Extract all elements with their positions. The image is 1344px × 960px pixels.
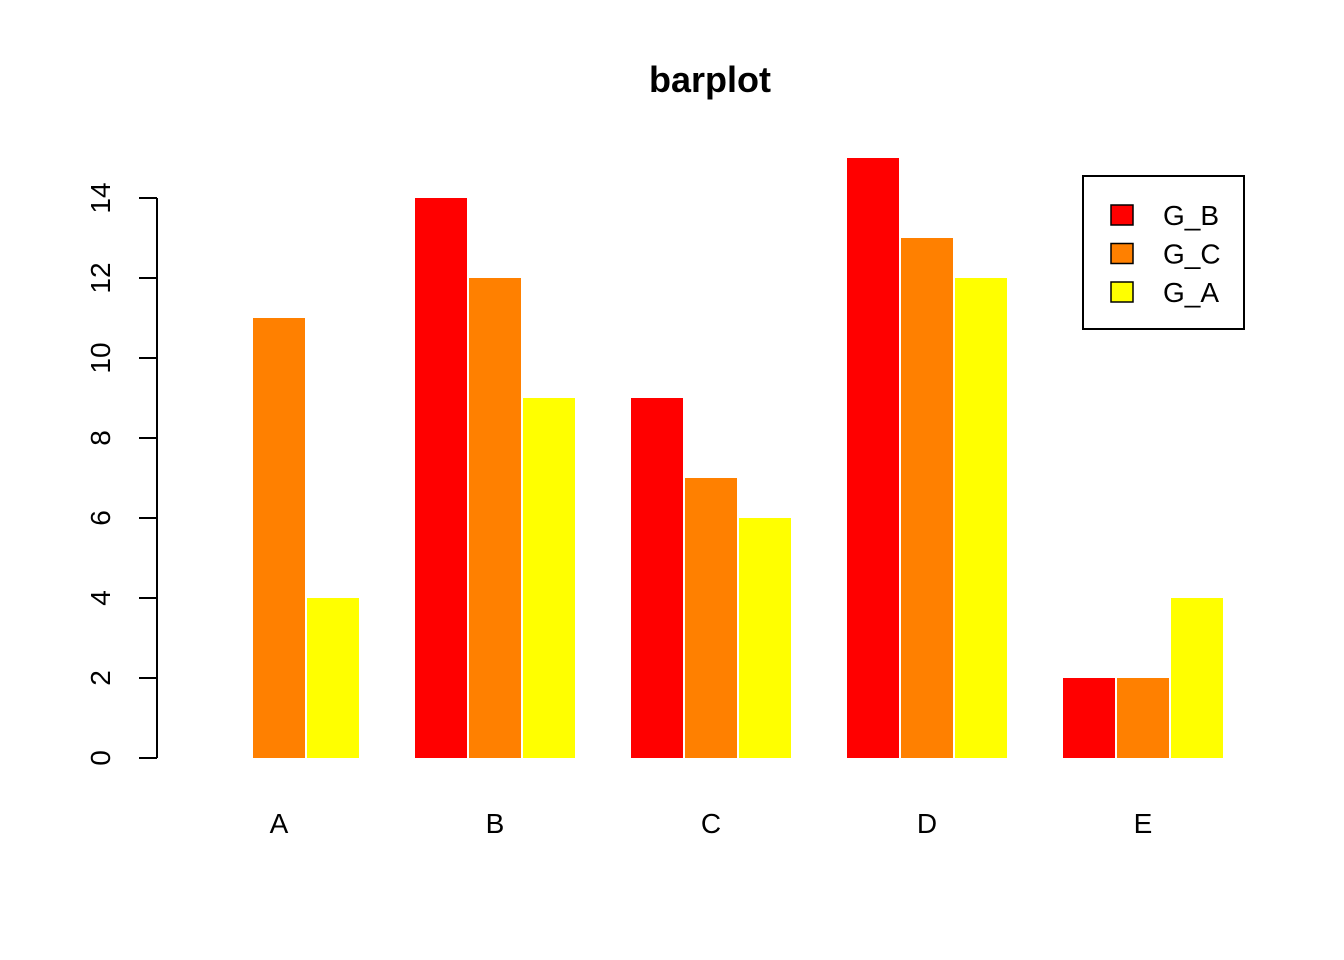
y-tick-label-14: 14 (85, 182, 116, 213)
y-tick-label-10: 10 (85, 342, 116, 373)
bar-E-G_A (1171, 598, 1223, 758)
x-tick-label-D: D (917, 808, 937, 839)
legend-swatch-G_C (1110, 242, 1134, 265)
y-tick-label-12: 12 (85, 262, 116, 293)
bar-D-G_C (901, 238, 953, 758)
bar-D-G_B (847, 158, 899, 758)
bar-A-G_A (307, 598, 359, 758)
bar-B-G_B (415, 198, 467, 758)
x-tick-label-C: C (701, 808, 721, 839)
legend-swatch-G_B (1110, 204, 1134, 226)
legend-label-G_A: G_A (1163, 277, 1219, 308)
x-tick-label-E: E (1134, 808, 1153, 839)
legend-label-G_B: G_B (1163, 200, 1219, 231)
legend: G_B G_C G_A (1082, 175, 1245, 330)
x-tick-label-B: B (486, 808, 505, 839)
y-tick-label-6: 6 (85, 510, 116, 526)
x-tick-label-A: A (270, 808, 289, 839)
chart-title: barplot (649, 59, 771, 100)
y-axis: 0 2 4 6 8 10 12 14 (85, 182, 158, 766)
bar-C-G_C (685, 478, 737, 758)
x-axis-labels: A B C D E (270, 808, 1153, 839)
legend-swatch-G_A (1110, 281, 1134, 303)
y-tick-label-2: 2 (85, 670, 116, 686)
legend-label-G_C: G_C (1163, 239, 1221, 270)
bar-A-G_C (253, 318, 305, 758)
bar-B-G_A (523, 398, 575, 758)
bar-C-G_B (631, 398, 683, 758)
bar-C-G_A (739, 518, 791, 758)
bar-D-G_A (955, 278, 1007, 758)
bars-group (253, 158, 1223, 758)
bar-E-G_C (1117, 678, 1169, 758)
y-tick-label-4: 4 (85, 590, 116, 606)
y-tick-label-8: 8 (85, 430, 116, 446)
bar-B-G_C (469, 278, 521, 758)
y-tick-label-0: 0 (85, 750, 116, 766)
legend-box (1082, 175, 1245, 330)
bar-E-G_B (1063, 678, 1115, 758)
